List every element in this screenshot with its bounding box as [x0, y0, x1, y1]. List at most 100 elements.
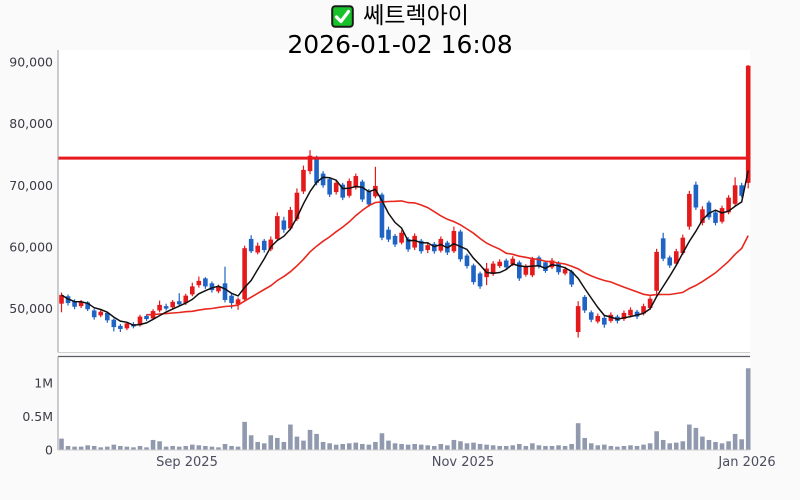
volume-bar: [562, 445, 568, 450]
candle-body: [628, 309, 633, 316]
candle-body: [399, 232, 404, 243]
candle-body: [301, 169, 306, 192]
volume-bar: [706, 439, 712, 450]
volume-bar: [157, 441, 162, 450]
volume-bar: [425, 445, 431, 450]
volume-bar: [327, 443, 332, 450]
volume-bar: [693, 427, 699, 450]
candle-body: [412, 235, 417, 248]
volume-bar: [700, 436, 705, 450]
candle-body: [405, 238, 411, 250]
candle-body: [229, 295, 234, 304]
candle-body: [176, 301, 182, 305]
candle-body: [333, 182, 339, 193]
candle-body: [366, 190, 372, 205]
volume-bar: [634, 445, 640, 450]
candle-body: [680, 237, 686, 254]
candle-body: [503, 260, 509, 268]
volume-tick-label: 0: [45, 443, 53, 458]
candle-body: [294, 192, 300, 220]
candle-body: [588, 312, 594, 320]
candle-body: [530, 259, 535, 276]
candle-body: [392, 235, 398, 245]
candle-body: [523, 266, 529, 275]
volume-bar: [569, 443, 574, 450]
volume-bar: [360, 443, 365, 450]
volume-bar: [209, 446, 215, 450]
candle-body: [745, 65, 751, 183]
candle-body: [602, 317, 607, 325]
volume-bar: [392, 443, 398, 450]
candle-body: [379, 194, 385, 238]
volume-bar: [222, 443, 228, 450]
volume-bar: [405, 444, 411, 450]
volume-bar: [294, 436, 300, 450]
volume-bar: [242, 421, 247, 450]
candle-body: [222, 283, 228, 300]
volume-bar: [530, 443, 535, 450]
volume-bar: [608, 445, 614, 450]
title-row: 쎄트렉아이: [0, 2, 800, 30]
candle-body: [111, 319, 117, 328]
candle-body: [451, 230, 457, 252]
candle-body: [320, 173, 326, 186]
volume-bar: [131, 447, 136, 450]
volume-bar: [353, 442, 359, 450]
volume-bar: [451, 439, 457, 450]
candle-body: [471, 265, 476, 283]
candle-body: [275, 216, 280, 239]
volume-bar: [255, 441, 260, 450]
checkbox-icon: [331, 4, 354, 28]
volume-bar: [438, 443, 444, 450]
volume-bar: [680, 441, 686, 450]
candle-body: [536, 257, 542, 267]
candle-body: [327, 179, 332, 195]
candle-body: [621, 312, 627, 320]
month-label: Nov 2025: [432, 455, 495, 470]
volume-bar: [203, 445, 208, 450]
candle-body: [732, 185, 738, 204]
volume-bar: [366, 444, 372, 450]
volume-bar: [458, 441, 463, 450]
volume-tick-label: 1M: [34, 376, 53, 391]
candle-body: [477, 273, 483, 287]
volume-bar: [595, 445, 601, 450]
candle-body: [91, 310, 97, 318]
volume-bar: [275, 437, 280, 450]
candle-body: [673, 251, 679, 264]
volume-bar: [78, 446, 84, 450]
volume-bar: [373, 441, 378, 450]
candle-body: [490, 263, 496, 275]
price-tick-label: 90,000: [9, 55, 53, 70]
ma-short-line: [61, 170, 749, 326]
volume-bar: [503, 445, 509, 450]
volume-bar: [85, 445, 90, 450]
candle-body: [268, 239, 274, 250]
volume-bar: [91, 445, 97, 450]
candle-body: [163, 306, 169, 309]
candle-body: [72, 301, 77, 307]
candle-body: [693, 184, 699, 208]
volume-bar: [399, 443, 404, 450]
volume-bar: [660, 439, 666, 450]
candle-body: [667, 257, 673, 266]
volume-bar: [307, 429, 313, 450]
volume-bar: [190, 444, 195, 450]
candle-body: [209, 283, 215, 291]
volume-bar: [484, 444, 489, 450]
volume-bar: [111, 444, 117, 450]
volume-bar: [621, 445, 627, 450]
volume-bar: [687, 424, 692, 450]
candle-body: [582, 296, 587, 311]
candle-body: [641, 306, 646, 314]
price-tick-label: 50,000: [9, 301, 53, 316]
candle-body: [78, 302, 84, 307]
candle-body: [255, 245, 260, 253]
volume-bar: [477, 443, 483, 450]
volume-bar: [229, 445, 234, 450]
candle-body: [288, 209, 293, 229]
volume-bar: [726, 441, 731, 450]
volume-bar: [719, 443, 725, 450]
volume-bar: [647, 443, 653, 450]
